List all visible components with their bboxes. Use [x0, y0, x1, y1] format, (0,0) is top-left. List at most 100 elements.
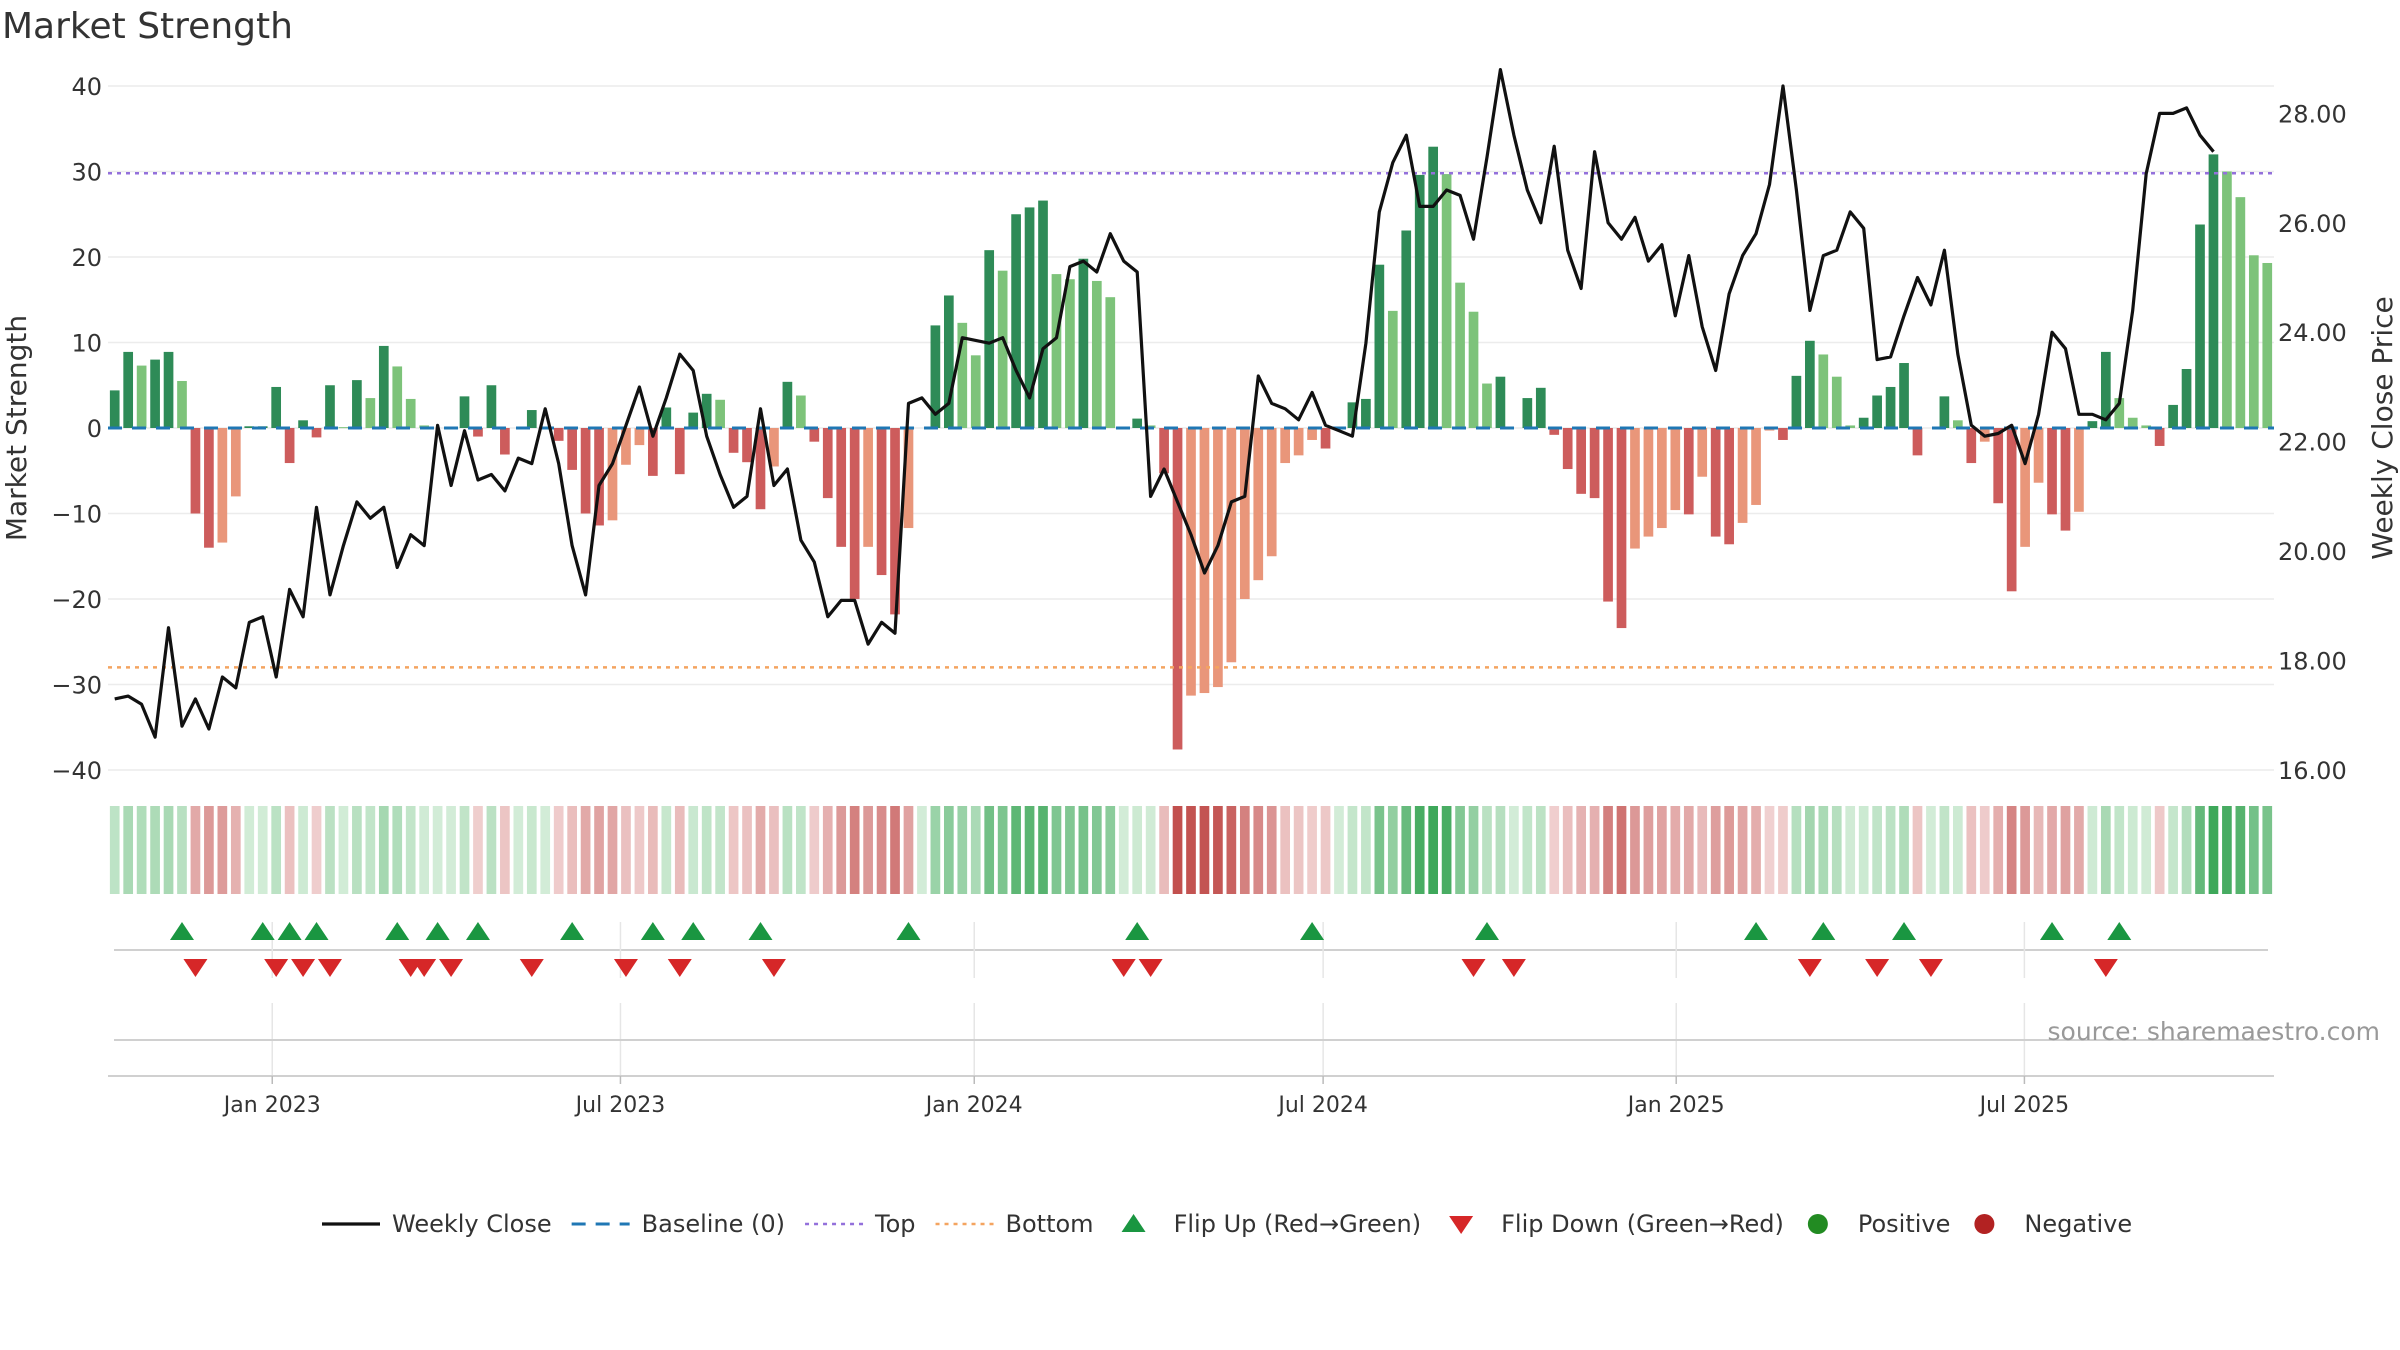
- flip-up-marker: [304, 922, 329, 940]
- strength-bar: [1818, 354, 1829, 428]
- right-tick-label: 18.00: [2278, 648, 2347, 676]
- heat-strip-cell: [1710, 806, 1721, 894]
- strength-bar: [1414, 174, 1425, 428]
- strength-bar: [1078, 258, 1089, 428]
- heat-strip-cell: [540, 806, 551, 894]
- strength-bar: [190, 428, 201, 514]
- heat-strip-cell: [607, 806, 618, 894]
- heat-strip-cell: [1778, 806, 1788, 894]
- x-tick-label: Jul 2024: [1276, 1093, 1368, 1118]
- heat-strip-cell: [1266, 806, 1277, 894]
- strength-bar: [970, 355, 981, 428]
- flip-down-marker: [1797, 959, 1822, 977]
- legend-swatch-flip-down: [1449, 1216, 1474, 1234]
- strength-bar: [2235, 197, 2246, 428]
- left-tick-label: 30: [71, 159, 102, 187]
- strength-bar: [1226, 428, 1237, 663]
- x-tick-label: Jan 2023: [222, 1093, 321, 1118]
- heat-strip-cell: [1589, 806, 1600, 894]
- heat-strip-cell: [244, 806, 255, 894]
- right-axis-label: Weekly Close Price: [2366, 296, 2399, 559]
- heat-strip-cell: [405, 806, 416, 894]
- heat-strip-cell: [2154, 806, 2165, 894]
- flip-down-marker: [1501, 959, 1526, 977]
- strength-bar: [2114, 398, 2125, 428]
- strength-bar: [1522, 398, 1533, 428]
- heat-strip-cell: [150, 806, 160, 894]
- heat-strip-cell: [2168, 806, 2178, 894]
- strength-bar: [728, 428, 739, 453]
- strength-bar: [1683, 428, 1694, 515]
- strength-bar: [217, 428, 228, 543]
- heat-strip-cell: [2074, 806, 2084, 894]
- heat-strip-cell: [890, 806, 900, 894]
- strength-bar: [284, 428, 295, 464]
- strength-bar: [526, 410, 537, 428]
- strength-bar: [1670, 428, 1681, 511]
- heat-strip-cell: [1764, 806, 1775, 894]
- heat-strip-cell: [1953, 806, 1963, 894]
- legend-swatch-negative: [1974, 1214, 1995, 1234]
- heat-strip-cell: [1441, 806, 1452, 894]
- heat-strip-cell: [917, 806, 927, 894]
- strength-bar: [742, 428, 752, 463]
- strength-bar: [822, 428, 833, 499]
- flip-up-marker: [465, 922, 490, 940]
- strength-bar: [1307, 428, 1317, 440]
- strength-bar: [1065, 279, 1075, 428]
- heat-strip-cell: [473, 806, 483, 894]
- left-tick-label: −30: [51, 672, 102, 700]
- strength-bar: [1051, 274, 1062, 428]
- right-tick-label: 20.00: [2278, 538, 2347, 566]
- heat-strip-cell: [123, 806, 134, 894]
- left-axis-label: Market Strength: [0, 315, 33, 541]
- heat-strip-cell: [257, 806, 268, 894]
- flip-up-marker: [277, 922, 302, 940]
- strength-bar: [2047, 428, 2057, 515]
- strength-bar: [136, 365, 147, 428]
- heat-strip-cell: [1643, 806, 1654, 894]
- heat-strip-cell: [553, 806, 564, 894]
- strength-bar: [2168, 404, 2178, 428]
- heat-strip-cell: [2195, 806, 2205, 894]
- heat-strip-cell: [1791, 806, 1802, 894]
- heat-strip-cell: [621, 806, 631, 894]
- heat-strip-cell: [1293, 806, 1304, 894]
- right-tick-label: 16.00: [2278, 757, 2347, 785]
- heat-strip-cell: [2087, 806, 2098, 894]
- strength-bar: [1885, 386, 1896, 428]
- heat-strip-cell: [1831, 806, 1842, 894]
- heat-strip-cell: [1186, 806, 1196, 894]
- heat-strip-cell: [1818, 806, 1829, 894]
- heat-strip-cell: [1414, 806, 1425, 894]
- strength-bar: [2006, 428, 2017, 592]
- strength-bar: [674, 428, 685, 475]
- heat-strip-cell: [2208, 806, 2219, 894]
- heat-strip-cell: [352, 806, 362, 894]
- heat-strip-cell: [1926, 806, 1936, 894]
- heat-strip-cell: [809, 806, 820, 894]
- heat-strip-cell: [190, 806, 201, 894]
- strength-bar: [1280, 428, 1291, 464]
- heat-strip-cell: [1482, 806, 1492, 894]
- heat-strip-cell: [2235, 806, 2246, 894]
- heat-strip-cell: [1939, 806, 1950, 894]
- heat-strip-cell: [876, 806, 887, 894]
- strength-bar: [755, 428, 766, 510]
- strength-bar: [109, 390, 120, 428]
- strength-bar: [1387, 310, 1398, 428]
- strength-bar: [1657, 428, 1667, 529]
- strength-bar: [1724, 428, 1734, 545]
- strength-bar: [1172, 428, 1183, 750]
- strength-bar: [2208, 154, 2219, 428]
- strength-bar: [2087, 421, 2098, 428]
- heat-strip-cell: [513, 806, 524, 894]
- heat-strip-cell: [2060, 806, 2071, 894]
- heat-strip-cell: [634, 806, 645, 894]
- heat-strip-cell: [1630, 806, 1640, 894]
- heat-strip-cell: [217, 806, 228, 894]
- heat-strip-cell: [1737, 806, 1748, 894]
- heat-strip-cell: [2141, 806, 2152, 894]
- strength-bar: [2222, 171, 2232, 428]
